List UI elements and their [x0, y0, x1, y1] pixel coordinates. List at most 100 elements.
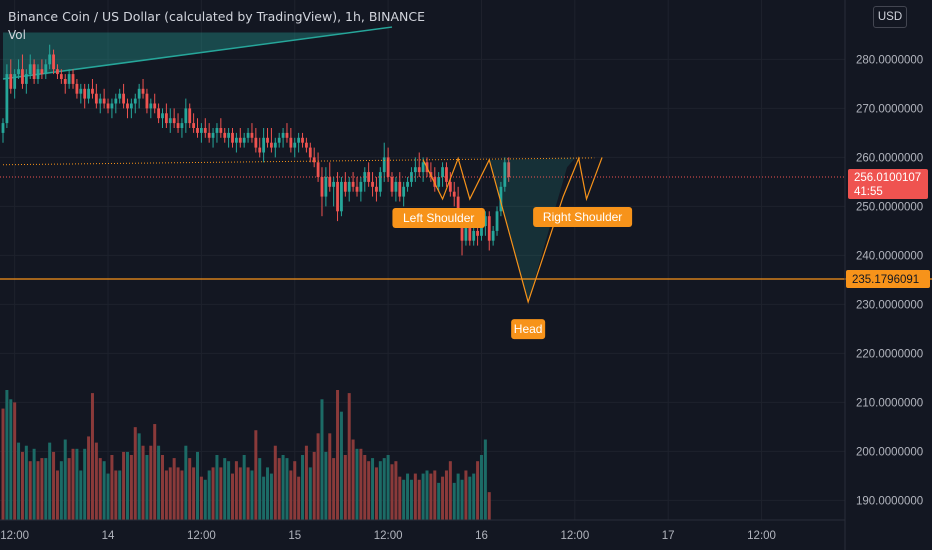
volume-bar	[1, 408, 5, 520]
candle-body	[483, 216, 487, 226]
candle-body	[48, 54, 52, 65]
candle-body	[250, 132, 254, 138]
volume-bar	[479, 455, 483, 520]
volume-bar	[63, 439, 67, 520]
candle-body	[495, 211, 499, 231]
candle-body	[359, 181, 363, 192]
candle-body	[472, 230, 476, 241]
candle-body	[196, 128, 199, 133]
candle-body	[398, 181, 402, 197]
candle-body	[464, 226, 468, 241]
candle-body	[28, 64, 32, 75]
volume-bar	[382, 458, 386, 520]
candle-body	[110, 103, 114, 109]
volume-bar	[378, 461, 382, 520]
volume-bar	[207, 470, 211, 520]
time-tick-label: 12:00	[560, 530, 589, 542]
candle-body	[32, 64, 36, 79]
volume-bar	[149, 445, 153, 520]
candle-body	[421, 162, 425, 173]
candle-body	[301, 137, 304, 143]
candle-body	[363, 172, 367, 182]
candle-body	[351, 181, 355, 187]
volume-bar	[242, 455, 246, 520]
candle-body	[270, 142, 273, 148]
candle-body	[5, 74, 9, 124]
volume-bar	[277, 458, 281, 520]
volume-bar	[285, 458, 289, 520]
candle-body	[371, 181, 374, 187]
volume-series	[1, 390, 491, 520]
left-shoulder-label-box	[392, 207, 485, 228]
candle-body	[480, 226, 483, 236]
volume-bar	[308, 467, 312, 520]
price-lines	[0, 176, 932, 280]
volume-bar	[28, 461, 32, 520]
candle-body	[343, 181, 347, 192]
volume-bar	[223, 458, 227, 520]
chart-title: Binance Coin / US Dollar (calculated by …	[8, 9, 425, 24]
volume-bar	[87, 436, 91, 520]
currency-button[interactable]: USD	[873, 6, 907, 28]
candle-body	[36, 69, 40, 79]
volume-bar	[332, 458, 336, 520]
candle-body	[192, 123, 196, 128]
volume-bar	[102, 461, 106, 520]
volume-bar	[118, 470, 122, 520]
candle-body	[452, 191, 456, 197]
volume-bar	[157, 445, 161, 520]
candle-body	[172, 118, 176, 124]
volume-bar	[122, 451, 126, 520]
candle-body	[141, 88, 145, 94]
candle-body	[87, 88, 90, 99]
volume-bar	[374, 467, 378, 520]
time-tick-label: 17	[662, 530, 675, 542]
candle-body	[347, 181, 351, 192]
candle-body	[188, 108, 192, 124]
time-axis: 12:00 14 12:00 15 12:00 16 12:00 17 12:00	[0, 519, 845, 542]
volume-bar	[238, 467, 242, 520]
candle-body	[21, 69, 24, 84]
volume-bar	[114, 470, 118, 520]
trend-channel	[2, 26, 393, 80]
candle-body	[390, 177, 394, 192]
volume-bar	[125, 451, 129, 520]
volume-bar	[129, 455, 133, 520]
volume-bar	[52, 451, 56, 520]
price-tick-label: 240.0000000	[856, 250, 923, 262]
trend-line	[2, 26, 393, 80]
volume-bar	[421, 473, 425, 520]
candle-body	[157, 108, 160, 119]
candle-body	[503, 162, 507, 187]
head-fill	[489, 158, 575, 302]
candle-body	[227, 132, 231, 138]
candle-body	[324, 177, 328, 197]
volume-bar	[55, 470, 59, 520]
volume-bar	[266, 467, 270, 520]
volume-bar	[347, 393, 351, 520]
volume-bar	[406, 473, 410, 520]
candle-body	[266, 137, 269, 143]
candle-body	[231, 132, 234, 143]
candle-body	[24, 74, 28, 84]
volume-bar	[476, 461, 480, 520]
price-tick-label: 270.0000000	[856, 103, 923, 115]
candle-body	[40, 69, 44, 75]
volume-bar	[13, 402, 17, 520]
candle-body	[184, 108, 188, 124]
volume-bar	[67, 458, 71, 520]
volume-bar	[452, 482, 456, 520]
current-price-tag	[848, 168, 928, 199]
volume-bar	[464, 470, 468, 520]
candle-body	[145, 93, 149, 109]
candle-body	[83, 88, 87, 99]
candle-body	[67, 74, 71, 84]
candle-body	[382, 157, 386, 173]
candle-body	[180, 123, 184, 128]
volume-bar	[437, 482, 441, 520]
candle-body	[375, 186, 378, 192]
candle-body	[289, 137, 293, 148]
volume-bar	[258, 458, 262, 520]
candle-body	[129, 103, 133, 109]
